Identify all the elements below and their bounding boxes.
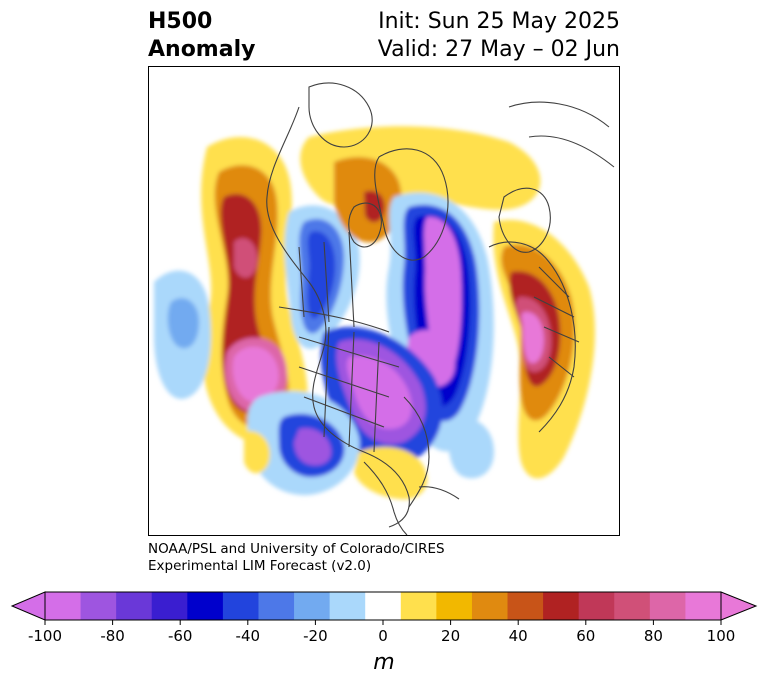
colorbar-segment: [365, 592, 402, 620]
arctic-islands: [308, 82, 373, 148]
canada-provinces: [298, 231, 355, 328]
title-left: H500 Anomaly: [148, 8, 255, 64]
colorbar-tick-label: 100: [706, 627, 736, 645]
trough-atl-south: [448, 418, 494, 479]
ridge-north-pac-80: [234, 238, 258, 278]
colorbar-tick-label: -40: [235, 627, 261, 645]
colorbar-segment: [614, 592, 651, 620]
title-right: Init: Sun 25 May 2025 Valid: 27 May – 02…: [378, 8, 620, 64]
credit-line2: Experimental LIM Forecast (v2.0): [148, 558, 372, 574]
colorbar-segment: [116, 592, 153, 620]
colorbar-tick-label: -20: [303, 627, 328, 645]
credit-line1: NOAA/PSL and University of Colorado/CIRE…: [148, 541, 445, 557]
trough-pac-inner: [167, 298, 199, 349]
colorbar-over-arrow: [720, 591, 758, 621]
colorbar-segment: [507, 592, 544, 620]
central-america: [363, 461, 408, 535]
colorbar-segment: [649, 592, 686, 620]
colorbar-segments: [45, 592, 722, 620]
colorbar-tick-label: -100: [27, 627, 63, 645]
ridge-europe-core: [521, 311, 544, 364]
colorbar-unit-label: m: [373, 650, 395, 675]
colorbar-segment: [222, 592, 259, 620]
europe-borders: [533, 266, 580, 378]
colorbar-segment: [400, 592, 437, 620]
colorbar-segment: [685, 592, 722, 620]
colorbar-segment: [329, 592, 366, 620]
us-canada-border: [278, 306, 390, 333]
colorbar-segment: [258, 592, 295, 620]
east-coast-us: [403, 396, 430, 508]
colorbar-tick-label: 60: [576, 627, 596, 645]
credit: NOAA/PSL and University of Colorado/CIRE…: [148, 541, 445, 575]
greenland: [374, 148, 449, 261]
ridge-west-100: [232, 346, 279, 402]
colorbar-tick-label: 40: [508, 627, 528, 645]
colorbar-tick-label: 0: [378, 627, 388, 645]
coastlines: [266, 82, 615, 535]
colorbar-segment: [543, 592, 580, 620]
colorbar-tick-label: -60: [167, 627, 193, 645]
anomaly-contours: [154, 126, 595, 500]
title-variable: H500: [148, 9, 213, 34]
colorbar-segment: [80, 592, 117, 620]
anomaly-map: [148, 66, 620, 536]
colorbar: [10, 591, 758, 625]
colorbar-segment: [436, 592, 473, 620]
colorbar-segment: [151, 592, 188, 620]
colorbar-segment: [187, 592, 224, 620]
colorbar-tick-label: 80: [643, 627, 663, 645]
colorbar-segment: [471, 592, 509, 620]
colorbar-segment: [294, 592, 331, 620]
ridge-south-us: [354, 447, 428, 500]
europe-coast: [488, 241, 576, 433]
colorbar-segment: [578, 592, 615, 620]
init-date: Init: Sun 25 May 2025: [378, 9, 620, 34]
scandinavia: [498, 187, 551, 253]
trough-canada-inner: [307, 231, 336, 319]
russia-arctic: [508, 101, 615, 168]
north-america-coast: [266, 106, 410, 528]
trough-sw-inner: [294, 428, 332, 466]
us-states-grid: [298, 326, 400, 453]
valid-range: Valid: 27 May – 02 Jun: [377, 37, 620, 62]
caribbean: [418, 486, 460, 500]
colorbar-under-arrow: [10, 591, 46, 621]
colorbar-segment: [45, 592, 82, 620]
colorbar-tick-label: -80: [100, 627, 125, 645]
map-svg: [154, 82, 615, 535]
colorbar-tick-label: 20: [441, 627, 461, 645]
ridge-sw-pacific: [244, 431, 270, 474]
title-field: Anomaly: [148, 37, 256, 62]
hudson-bay: [348, 202, 382, 248]
trough-east-inner: [346, 356, 412, 429]
